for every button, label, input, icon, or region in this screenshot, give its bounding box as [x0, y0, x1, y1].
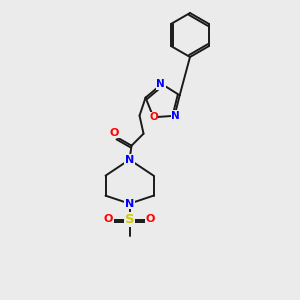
Text: O: O	[110, 128, 119, 138]
Text: N: N	[125, 199, 134, 208]
Text: O: O	[104, 214, 113, 224]
Text: N: N	[156, 79, 165, 89]
Text: O: O	[149, 112, 158, 122]
Text: S: S	[125, 213, 134, 226]
Text: N: N	[125, 154, 134, 165]
Text: N: N	[171, 111, 180, 121]
Text: O: O	[146, 214, 155, 224]
